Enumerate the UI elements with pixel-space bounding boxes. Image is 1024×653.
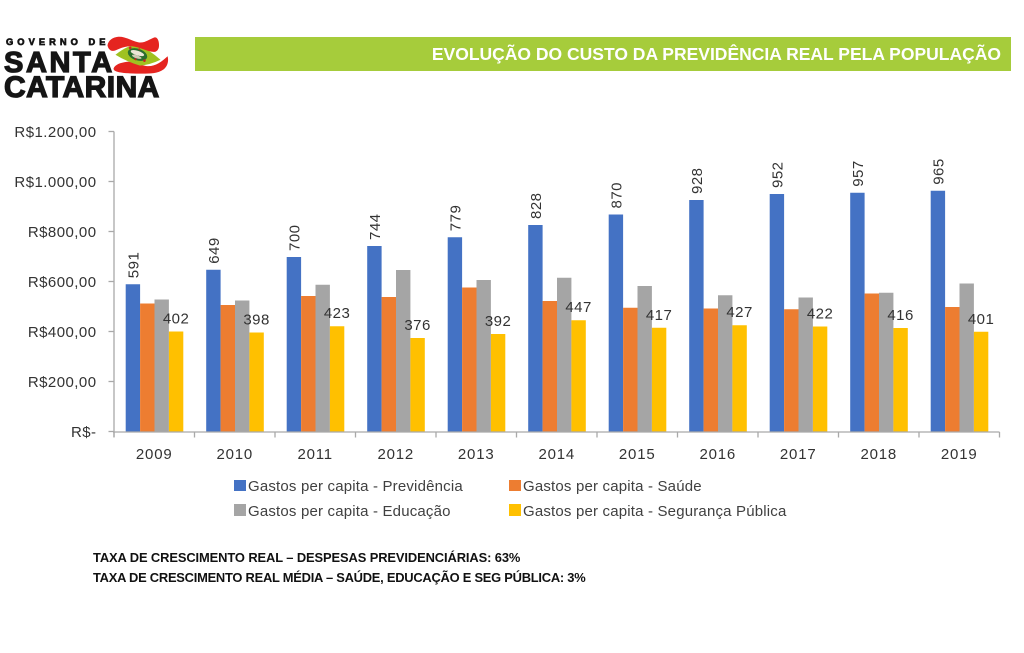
svg-text:744: 744 — [367, 213, 384, 240]
svg-text:R$800,00: R$800,00 — [28, 224, 97, 241]
svg-text:591: 591 — [125, 252, 142, 279]
svg-text:649: 649 — [206, 237, 223, 264]
svg-text:R$400,00: R$400,00 — [28, 324, 97, 341]
svg-text:422: 422 — [807, 306, 834, 323]
svg-text:R$1.000,00: R$1.000,00 — [14, 174, 96, 191]
svg-text:R$600,00: R$600,00 — [28, 274, 97, 291]
svg-text:2016: 2016 — [700, 446, 737, 463]
svg-text:R$-: R$- — [71, 424, 97, 441]
svg-text:2015: 2015 — [619, 446, 656, 463]
svg-text:401: 401 — [968, 311, 995, 328]
svg-text:870: 870 — [608, 182, 625, 209]
svg-text:402: 402 — [163, 311, 190, 328]
svg-text:928: 928 — [689, 167, 706, 194]
svg-text:2018: 2018 — [861, 446, 898, 463]
svg-text:2012: 2012 — [378, 446, 415, 463]
svg-text:447: 447 — [565, 299, 592, 316]
svg-text:965: 965 — [930, 158, 947, 185]
svg-text:376: 376 — [404, 317, 431, 334]
svg-text:2009: 2009 — [136, 446, 173, 463]
svg-text:828: 828 — [528, 192, 545, 219]
svg-text:700: 700 — [286, 224, 303, 251]
svg-text:2017: 2017 — [780, 446, 817, 463]
svg-text:392: 392 — [485, 313, 512, 330]
svg-text:2019: 2019 — [941, 446, 978, 463]
svg-text:416: 416 — [887, 307, 914, 324]
svg-text:779: 779 — [447, 205, 464, 232]
svg-text:2014: 2014 — [539, 446, 576, 463]
svg-text:R$200,00: R$200,00 — [28, 374, 97, 391]
svg-text:398: 398 — [243, 312, 270, 329]
svg-text:427: 427 — [726, 304, 753, 321]
svg-text:2011: 2011 — [297, 446, 332, 463]
svg-text:952: 952 — [769, 161, 786, 188]
svg-text:R$1.200,00: R$1.200,00 — [14, 124, 96, 141]
svg-text:2013: 2013 — [458, 446, 495, 463]
svg-text:957: 957 — [850, 160, 867, 187]
svg-text:2010: 2010 — [217, 446, 254, 463]
svg-text:423: 423 — [324, 305, 351, 322]
svg-text:417: 417 — [646, 307, 673, 324]
